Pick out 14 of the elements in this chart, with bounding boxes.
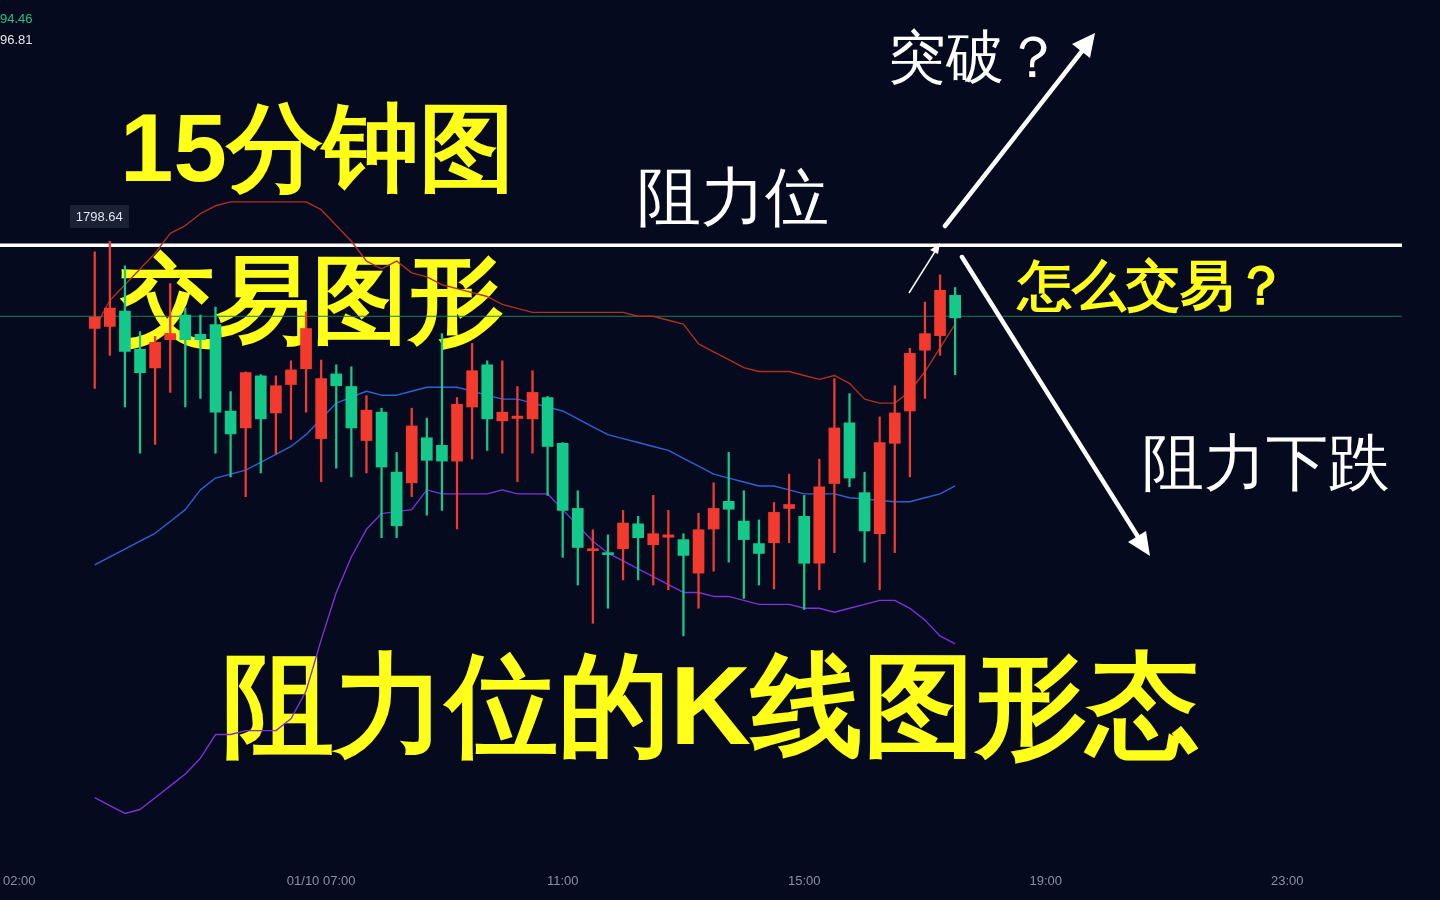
x-tick-label: 02:00 xyxy=(2,872,36,888)
annotation: 阻力下跌 xyxy=(1142,426,1390,499)
x-tick-label: 19:00 xyxy=(1029,872,1062,888)
annotation: 1798.64 xyxy=(69,205,129,229)
x-tick-label: 01/10 07:00 xyxy=(286,872,356,888)
ref-line-label: 阻力位 xyxy=(637,160,830,235)
x-tick-label: 11:00 xyxy=(546,872,579,888)
x-tick-label: 23:00 xyxy=(1270,872,1304,888)
text: 94.46 xyxy=(0,11,33,26)
chart-title: 15分钟图 xyxy=(120,94,515,201)
text: 突破？ xyxy=(888,23,1062,91)
annotation: 怎么交易？ xyxy=(1018,255,1288,315)
x-tick-label: 15:00 xyxy=(787,872,821,888)
text: 96.81 xyxy=(0,32,33,47)
